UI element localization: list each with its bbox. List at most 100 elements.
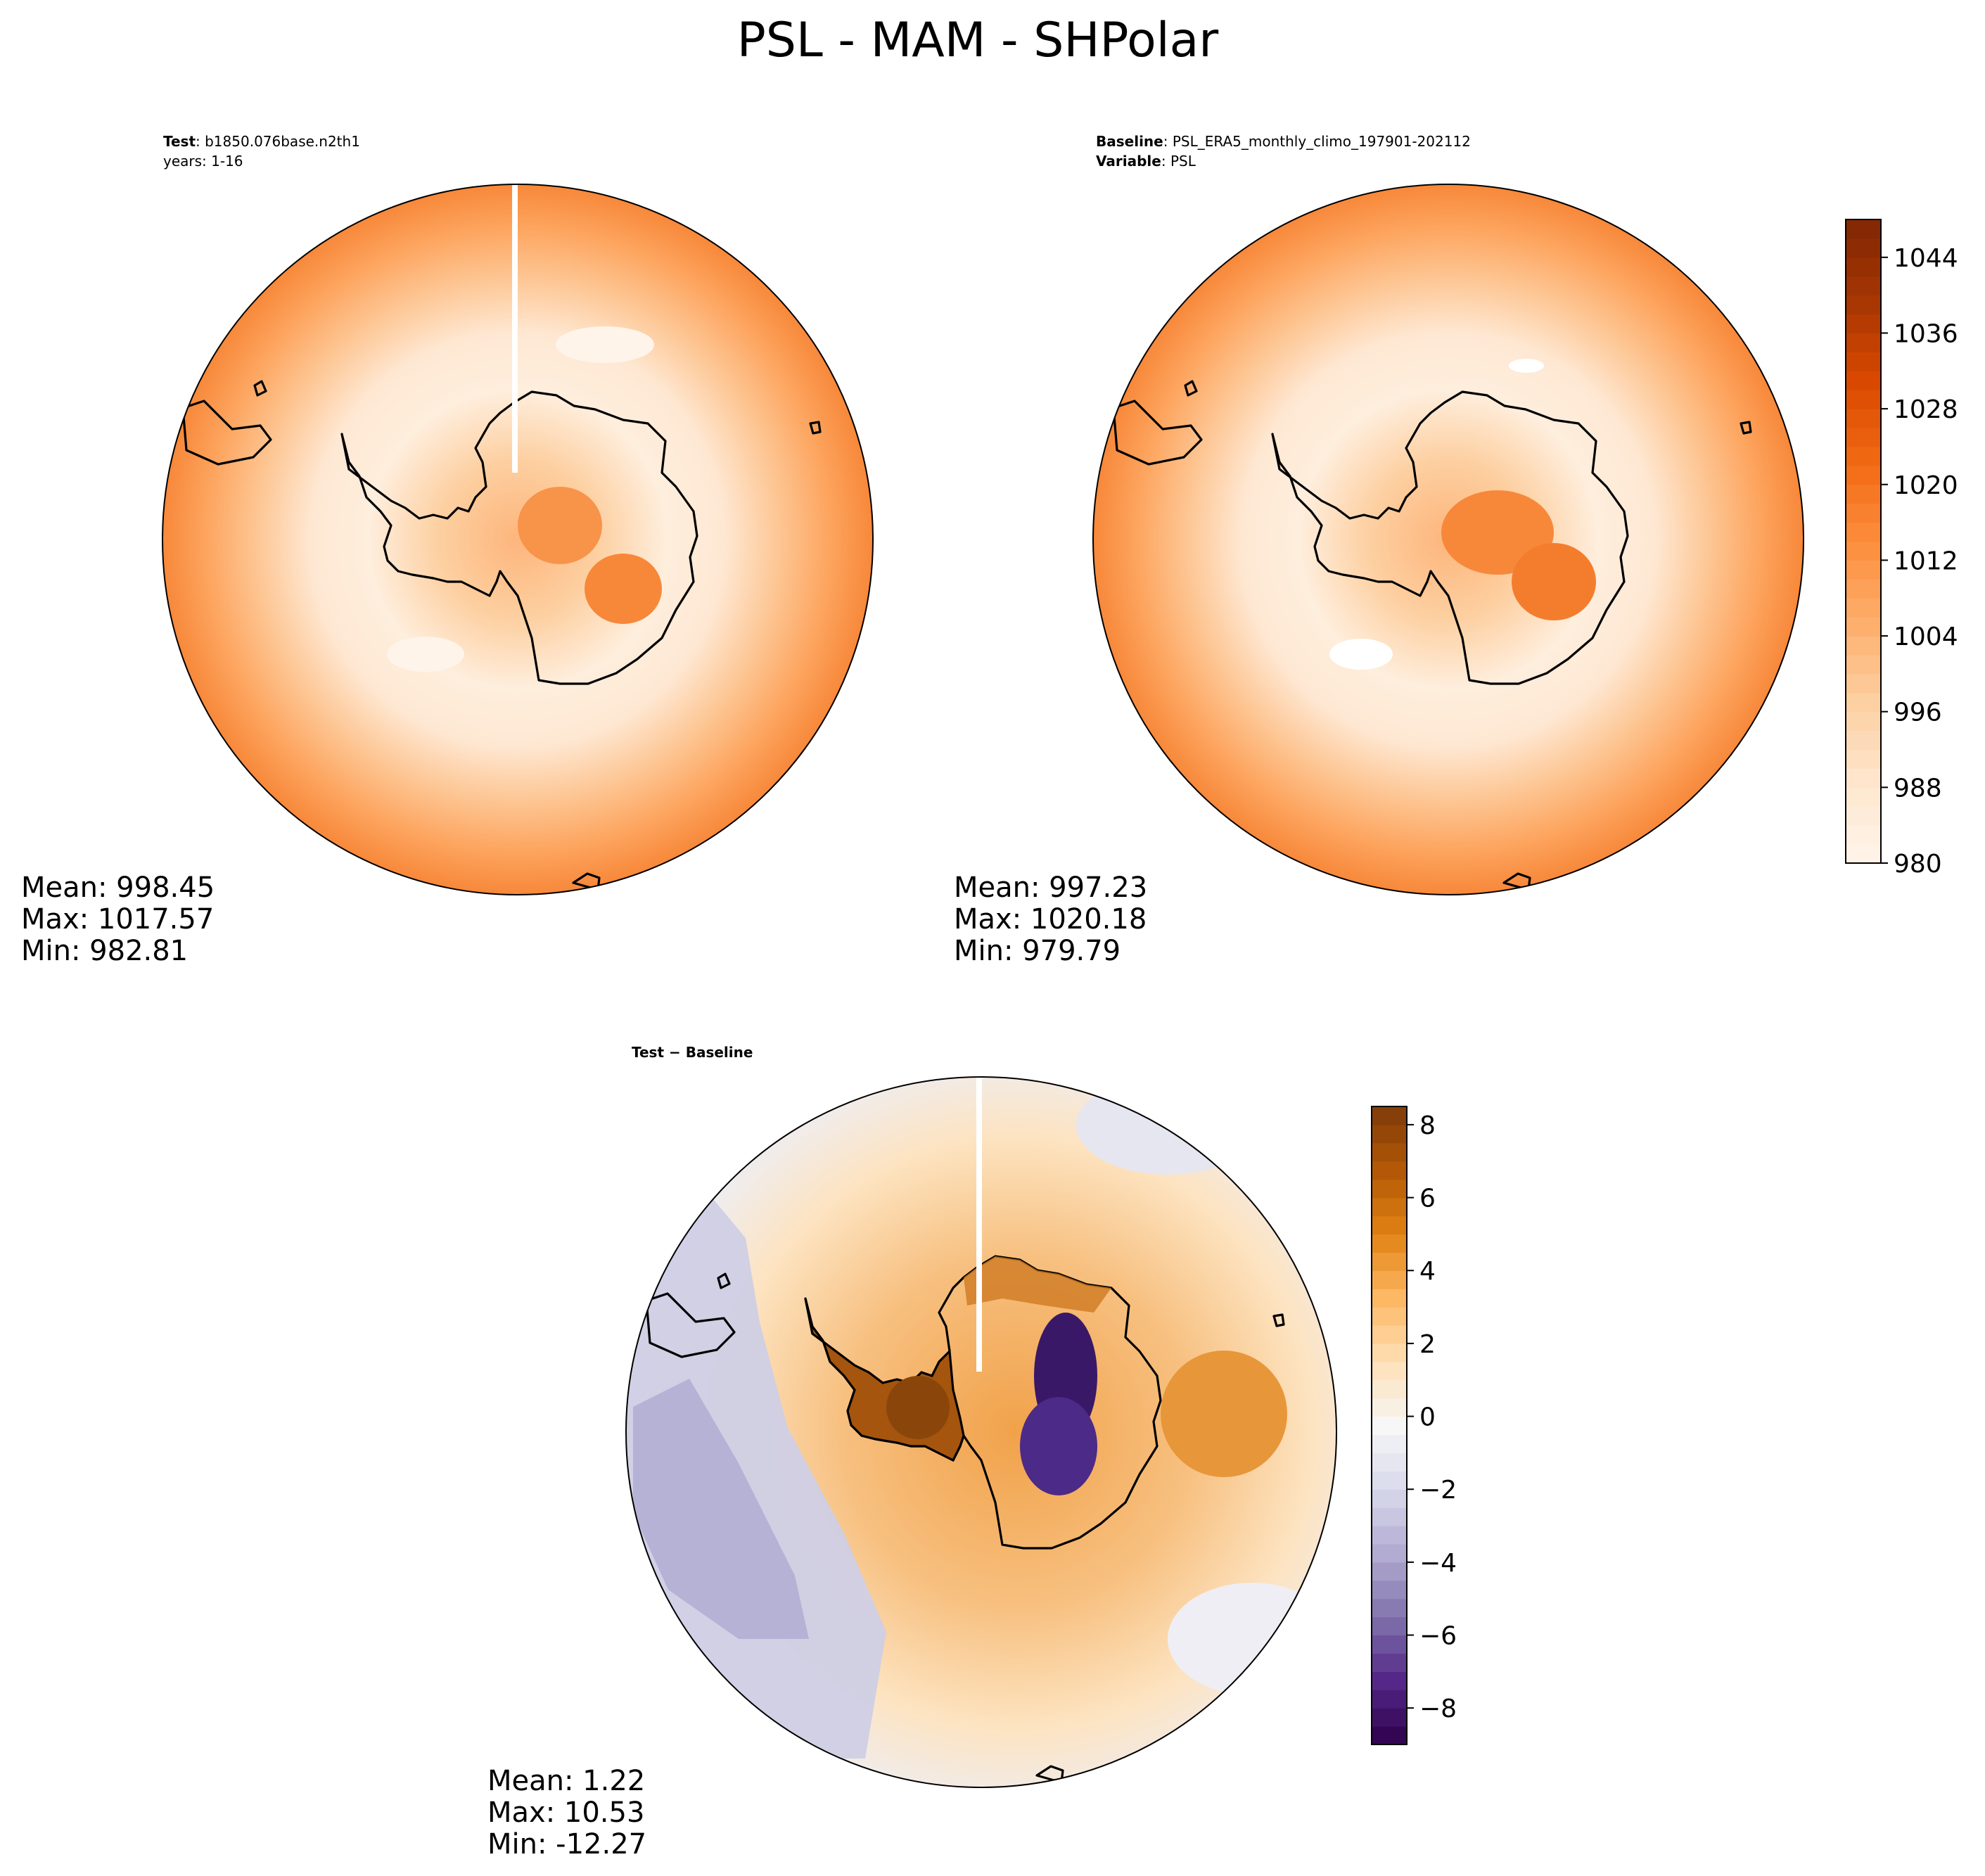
interior-high-baseline-2: [1512, 543, 1596, 620]
colorbar-psl-step: [1846, 825, 1881, 845]
colorbar-psl-step: [1846, 711, 1881, 732]
antarctica-test: [340, 390, 698, 685]
colorbar-psl-step: [1846, 560, 1881, 580]
colorbar-diff-step: [1372, 1616, 1407, 1636]
colorbar-diff: −8 −6 −4 −2 0 2 4 6 8: [1371, 1106, 1457, 1745]
island-baseline-2: [1740, 421, 1752, 435]
map-test-frame: [162, 184, 874, 895]
colorbar-psl-step: [1846, 295, 1881, 315]
colorbar-psl-step: [1846, 465, 1881, 485]
island-baseline-1: [1184, 380, 1198, 397]
panel-diff: Test − Baseline Mean: 1.22 Max:: [487, 1044, 1337, 1861]
stat-baseline-min: Min: 979.79: [954, 935, 1121, 967]
map-baseline: [1093, 184, 1804, 895]
colorbar-psl-step: [1846, 409, 1881, 428]
colorbar-diff-step: [1372, 1598, 1407, 1618]
colorbar-diff-tick-label: −4: [1419, 1549, 1457, 1578]
field-test: [162, 184, 873, 895]
colorbar-diff-step: [1372, 1307, 1407, 1326]
colorbar-psl-step: [1846, 541, 1881, 561]
colorbar-diff-tick-label: 0: [1419, 1403, 1436, 1432]
interior-high-test-2: [585, 554, 662, 624]
colorbar-diff-frame: [1371, 1106, 1408, 1745]
colorbar-diff-step: [1372, 1142, 1407, 1162]
colorbar-diff-step: [1372, 1489, 1407, 1508]
colorbar-diff-step: [1372, 1343, 1407, 1363]
high-pale-baseline-1: [1509, 359, 1544, 373]
colorbar-diff-step: [1372, 1507, 1407, 1526]
colorbar-diff-step: [1372, 1379, 1407, 1399]
high-pale-baseline-2: [1329, 639, 1393, 670]
colorbar-diff-step: [1372, 1234, 1407, 1253]
colorbar-diff-step: [1372, 1179, 1407, 1199]
colorbar-psl-step: [1846, 503, 1881, 523]
map-diff: [626, 1077, 1336, 1787]
island-test-1: [253, 380, 267, 397]
south-america-test: [181, 400, 272, 466]
colorbar-diff-step: [1372, 1690, 1407, 1709]
island-diff-1: [717, 1272, 731, 1289]
colorbar-psl-tick-label: 1004: [1894, 623, 1958, 651]
seam-diff: [976, 1077, 982, 1372]
colorbar-diff-step: [1372, 1252, 1407, 1271]
colorbar-psl-steps: [1846, 219, 1881, 864]
map-test: [162, 184, 873, 895]
colorbar-psl-step: [1846, 787, 1881, 807]
diff-negative-north: [1076, 1077, 1259, 1175]
colorbar-psl-step: [1846, 749, 1881, 770]
colorbar-psl-tick-label: 980: [1894, 850, 1942, 879]
colorbar-psl-step: [1846, 484, 1881, 504]
colorbar-psl-step: [1846, 333, 1881, 352]
colorbar-psl-step: [1846, 654, 1881, 675]
colorbar-psl-step: [1846, 446, 1881, 466]
colorbar-psl-step: [1846, 314, 1881, 334]
colorbar-diff-tick-label: −2: [1419, 1476, 1457, 1505]
colorbar-psl-tick-label: 1044: [1894, 244, 1958, 273]
colorbar-psl-step: [1846, 692, 1881, 713]
colorbar-diff-step: [1372, 1398, 1407, 1417]
colorbar-diff-step: [1372, 1416, 1407, 1436]
colorbar-psl-tick-label: 1036: [1894, 319, 1958, 348]
panel-baseline-label-line-1: Baseline: PSL_ERA5_monthly_climo_197901-…: [1096, 133, 1471, 150]
diff-negative-west-core: [633, 1379, 809, 1639]
colorbar-diff-step: [1372, 1361, 1407, 1381]
colorbar-diff-step: [1372, 1434, 1407, 1453]
colorbar-diff-step: [1372, 1453, 1407, 1472]
diff-negative-west: [626, 1196, 886, 1759]
colorbar-psl: 980 988 996 1004 1012 1020 1028 1036 1044: [1845, 219, 1958, 879]
south-america-diff: [645, 1292, 736, 1358]
colorbar-diff-steps: [1372, 1106, 1407, 1745]
colorbar-diff-tick-label: −6: [1419, 1622, 1457, 1651]
colorbar-psl-step: [1846, 257, 1881, 277]
high-pale-test-1: [556, 326, 654, 363]
colorbar-diff-step: [1372, 1124, 1407, 1144]
colorbar-psl-step: [1846, 598, 1881, 618]
panel-diff-label: Test − Baseline: [632, 1044, 753, 1061]
map-diff-frame: [625, 1076, 1337, 1788]
interior-high-test-1: [518, 487, 602, 564]
colorbar-diff-ticks: −8 −6 −4 −2 0 2 4 6 8: [1407, 1111, 1457, 1723]
colorbar-diff-step: [1372, 1671, 1407, 1690]
colorbar-diff-tick-label: 8: [1419, 1111, 1436, 1140]
stat-baseline-max: Max: 1020.18: [954, 903, 1147, 936]
diff-peak-positive: [886, 1376, 950, 1439]
diff-peak-negative-2: [1020, 1397, 1097, 1495]
colorbar-psl-tick-label: 1020: [1894, 471, 1958, 500]
colorbar-psl-step: [1846, 673, 1881, 694]
colorbar-psl-ticks: 980 988 996 1004 1012 1020 1028 1036 1044: [1881, 244, 1958, 879]
colorbar-psl-step: [1846, 522, 1881, 542]
colorbar-psl-step: [1846, 617, 1881, 637]
colorbar-diff-step: [1372, 1471, 1407, 1490]
colorbar-diff-step: [1372, 1635, 1407, 1654]
colorbar-diff-step: [1372, 1653, 1407, 1672]
colorbar-psl-frame: [1845, 219, 1882, 864]
map-baseline-frame: [1092, 184, 1804, 895]
colorbar-diff-step: [1372, 1197, 1407, 1217]
colorbar-psl-step: [1846, 730, 1881, 751]
colorbar-psl-step: [1846, 844, 1881, 864]
colorbar-diff-step: [1372, 1215, 1407, 1234]
colorbar-psl-tick-label: 1028: [1894, 395, 1958, 424]
panel-baseline: Baseline: PSL_ERA5_monthly_climo_197901-…: [954, 133, 1804, 967]
colorbar-diff-step: [1372, 1580, 1407, 1600]
